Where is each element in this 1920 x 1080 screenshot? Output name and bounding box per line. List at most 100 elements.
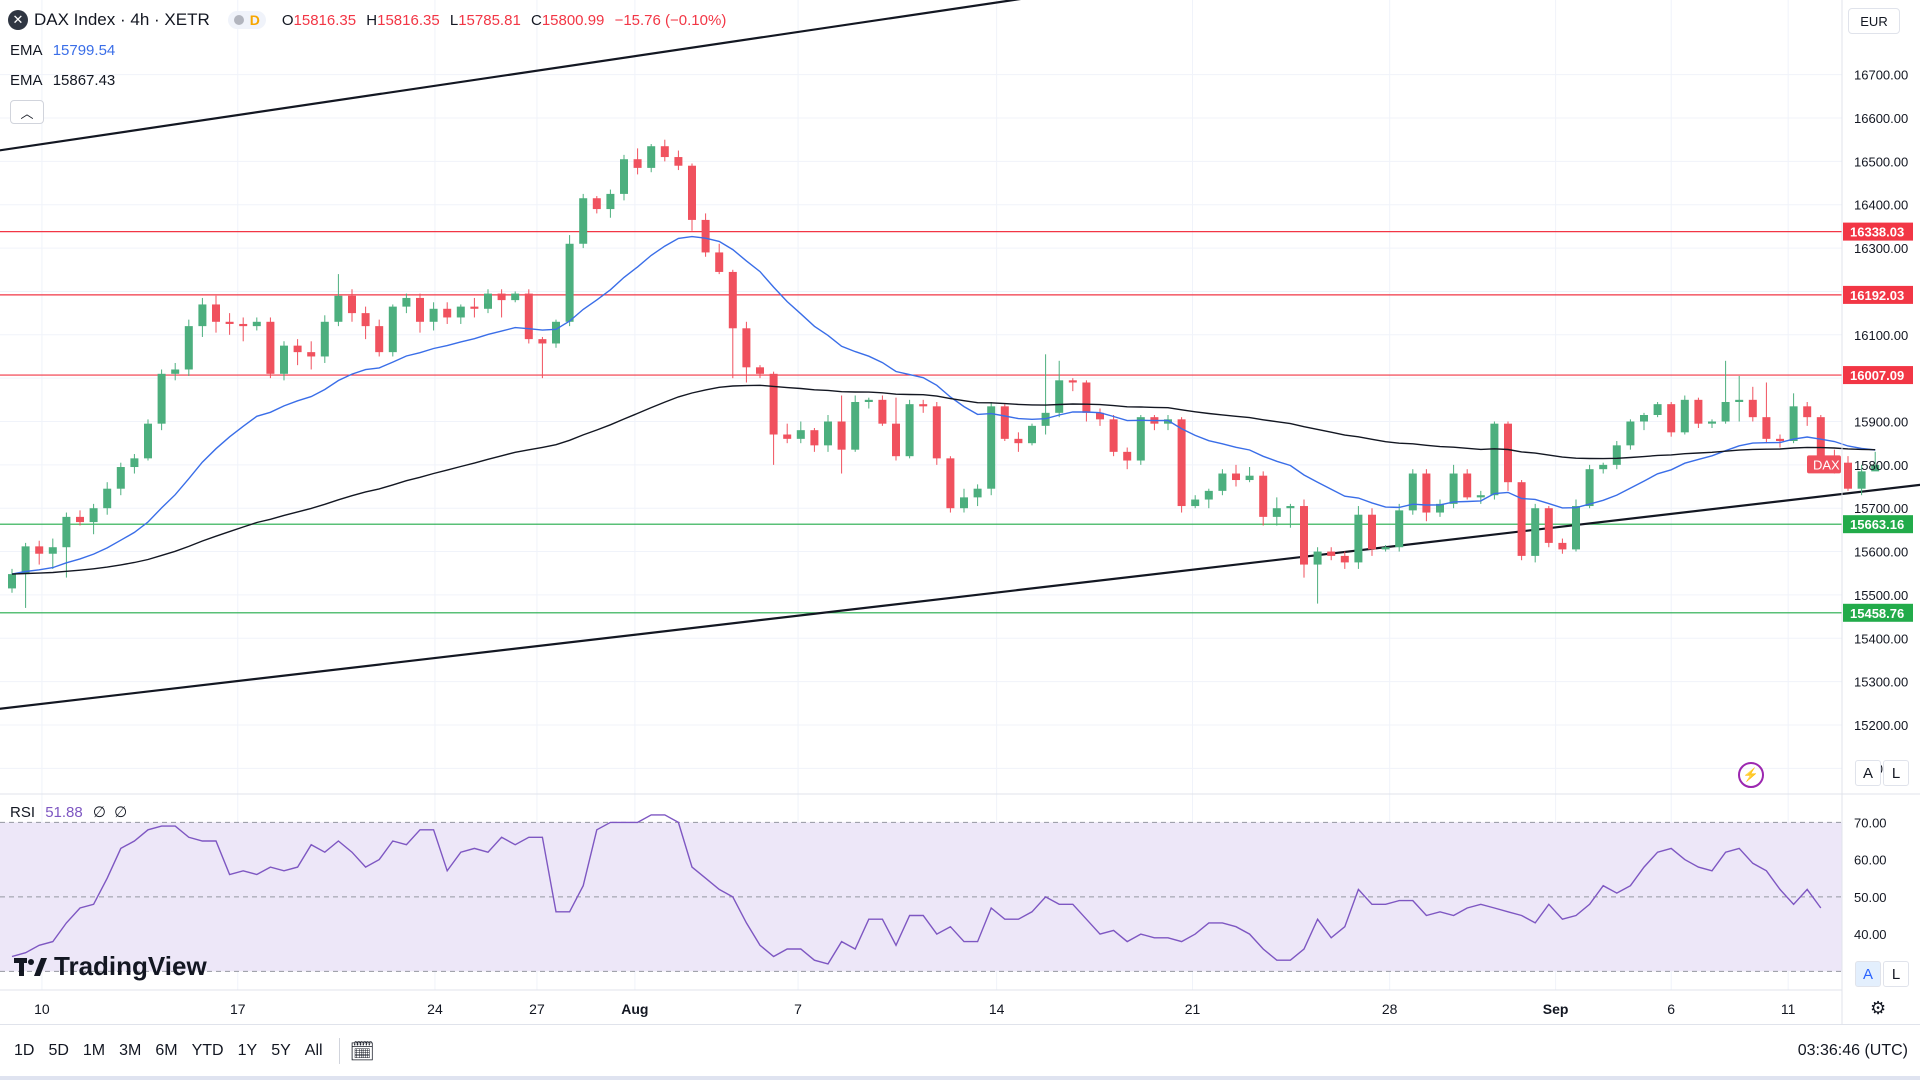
level-price-label: 16338.03 <box>1850 225 1904 240</box>
rsi-tick-label: 60.00 <box>1854 853 1887 868</box>
trendline <box>0 0 1022 152</box>
candle-down <box>1803 406 1812 418</box>
tf-5y[interactable]: 5Y <box>271 1042 291 1059</box>
candle-up <box>1204 490 1213 500</box>
candle-down <box>1000 406 1009 439</box>
level-price-tag <box>1843 515 1913 534</box>
lightning-icon[interactable]: ⚡ <box>1738 762 1764 788</box>
market-status-badge[interactable]: D <box>227 11 266 29</box>
candle-up <box>579 198 588 244</box>
candle-up <box>824 421 832 446</box>
tf-5d[interactable]: 5D <box>48 1042 69 1059</box>
ema-slow-legend[interactable]: EMA 15867.43 <box>10 72 115 89</box>
rsi-auto-scale-button[interactable]: A <box>1855 961 1881 987</box>
time-tick-label: 24 <box>427 1001 443 1017</box>
date-range-icon[interactable]: 🗓 <box>349 1040 375 1063</box>
tf-ytd[interactable]: YTD <box>191 1042 224 1059</box>
candle-up <box>565 243 574 322</box>
log-scale-button[interactable]: L <box>1883 760 1909 786</box>
candle-down <box>1340 555 1349 563</box>
candle-down <box>1259 475 1268 517</box>
candle-up <box>1136 417 1145 461</box>
time-tick-label: 11 <box>1781 1001 1796 1017</box>
candle-down <box>837 421 846 450</box>
high-label: H <box>366 11 378 29</box>
auto-scale-button[interactable]: A <box>1855 760 1881 786</box>
candle-down <box>293 345 302 353</box>
candle-down <box>892 423 900 457</box>
close-label: C <box>530 11 542 29</box>
open-value: 15816.35 <box>293 11 357 29</box>
level-price-tag <box>1843 285 1913 304</box>
time-tick-label: Aug <box>621 1001 648 1017</box>
candle-down <box>660 146 669 158</box>
level-price-label: 15458.76 <box>1850 606 1904 621</box>
candle-down <box>1558 542 1567 550</box>
tf-1d[interactable]: 1D <box>14 1042 35 1059</box>
candle-up <box>429 308 438 322</box>
candle-down <box>348 295 356 314</box>
candle-up <box>1585 469 1594 507</box>
currency-button[interactable]: EUR <box>1848 8 1900 34</box>
high-value: 15816.35 <box>377 11 440 29</box>
candle-up <box>48 547 57 554</box>
time-tick-label: 14 <box>989 1001 1005 1017</box>
candle-down <box>538 339 547 344</box>
collapse-legend-button[interactable]: ︿ <box>10 100 44 124</box>
candle-up <box>1191 499 1200 507</box>
price-tick-label: 16300.00 <box>1854 241 1908 256</box>
candle-up <box>511 293 520 301</box>
candle-up <box>647 146 656 168</box>
candle-down <box>728 271 737 329</box>
tf-1m[interactable]: 1M <box>82 1042 106 1059</box>
rsi-legend[interactable]: RSI 51.88 ∅ ∅ <box>10 803 127 821</box>
rsi-label: RSI <box>10 804 36 821</box>
ema-fast-legend[interactable]: EMA 15799.54 <box>10 42 115 59</box>
symbol-title[interactable]: DAX Index · 4h · XETR <box>34 10 210 29</box>
symbol-close-icon[interactable]: ✕ <box>8 10 28 30</box>
candle-down <box>932 406 941 459</box>
tf-6m[interactable]: 6M <box>155 1042 178 1059</box>
candle-up <box>1680 399 1689 433</box>
tf-3m[interactable]: 3M <box>119 1042 142 1059</box>
rsi-extra-2: ∅ <box>114 804 128 821</box>
candle-down <box>878 399 887 424</box>
candle-down <box>701 219 710 253</box>
ema-fast-value: 15799.54 <box>52 42 116 59</box>
utc-clock[interactable]: 03:36:46 (UTC) <box>1797 1042 1908 1059</box>
candle-down <box>1096 412 1104 420</box>
candle-down <box>375 326 384 353</box>
candle-down <box>361 313 370 327</box>
candle-down <box>225 321 234 324</box>
bottom-strip <box>0 1076 1920 1080</box>
candle-down <box>1300 506 1308 565</box>
tf-1y[interactable]: 1Y <box>237 1042 258 1059</box>
candle-down <box>1368 514 1376 550</box>
candle-down <box>416 297 424 322</box>
price-tick-label: 16100.00 <box>1854 328 1908 343</box>
candle-down <box>1544 508 1553 543</box>
candle-up <box>1354 514 1363 563</box>
gear-icon[interactable]: ⚙ <box>1870 998 1887 1018</box>
rsi-log-scale-button[interactable]: L <box>1883 961 1909 987</box>
candle-down <box>1776 438 1784 442</box>
candle-up <box>456 306 465 318</box>
tradingview-logo[interactable]: TradingView <box>14 951 207 982</box>
ema-fast-label: EMA <box>10 42 43 59</box>
tf-all[interactable]: All <box>304 1042 323 1059</box>
low-label: L <box>449 11 459 29</box>
candle-up <box>973 488 982 498</box>
candle-up <box>1789 406 1798 442</box>
candle-down <box>1504 423 1512 483</box>
candle-down <box>1694 399 1703 424</box>
candle-up <box>1381 547 1390 550</box>
candle-up <box>851 401 860 450</box>
candle-down <box>239 323 248 327</box>
level-price-label: 15663.16 <box>1850 517 1904 532</box>
ema-slow-label: EMA <box>10 72 43 89</box>
candle-up <box>1395 510 1404 548</box>
candle-up <box>1476 495 1485 498</box>
price-tick-label: 16700.00 <box>1854 68 1908 83</box>
candle-down <box>1748 399 1757 418</box>
